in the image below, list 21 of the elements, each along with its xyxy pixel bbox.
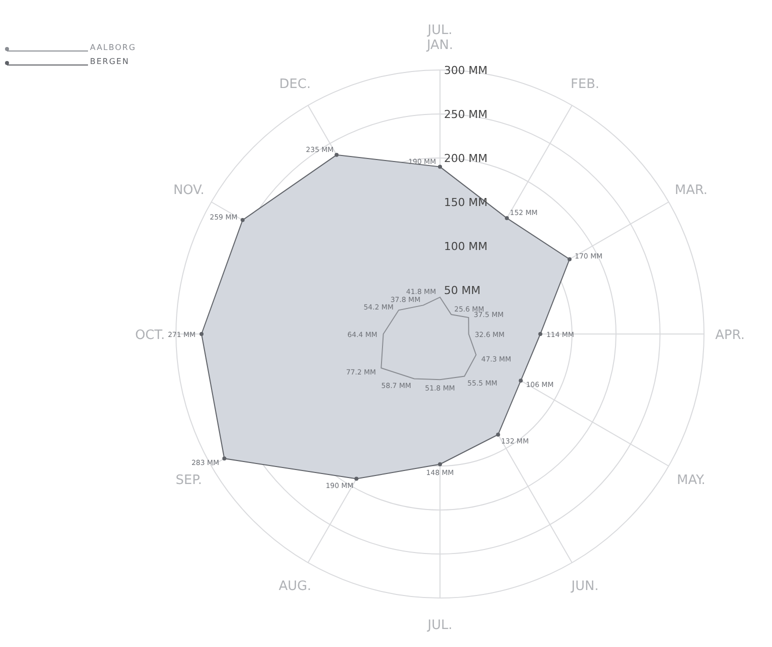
spoke-label: AUG. (278, 579, 312, 594)
spoke-label: OCT. (135, 328, 165, 343)
spoke-label: APR. (715, 328, 745, 343)
y-tick-label: 200 MM (444, 152, 488, 165)
spoke-label: NOV. (173, 183, 204, 198)
text: BERGEN (90, 57, 130, 66)
text: JUL. (426, 23, 452, 38)
spoke-label: DEC. (279, 76, 311, 92)
y-tick-label: 300 MM (444, 64, 488, 77)
spoke-label: JUN. (570, 579, 599, 594)
y-tick-label: 100 MM (444, 240, 488, 253)
y-tick-label: 250 MM (444, 108, 488, 121)
spoke-label: SEP. (176, 473, 202, 488)
y-tick-label: 150 MM (444, 196, 488, 209)
spoke-label: MAY. (676, 473, 706, 488)
spoke-label: JUL. (426, 618, 452, 633)
spoke-label: MAR. (674, 183, 708, 198)
y-tick-label: 50 MM (444, 284, 480, 297)
spoke-label: FEB. (570, 76, 600, 92)
spoke-label: JAN. (426, 38, 454, 53)
text: AALBORG (90, 43, 136, 52)
